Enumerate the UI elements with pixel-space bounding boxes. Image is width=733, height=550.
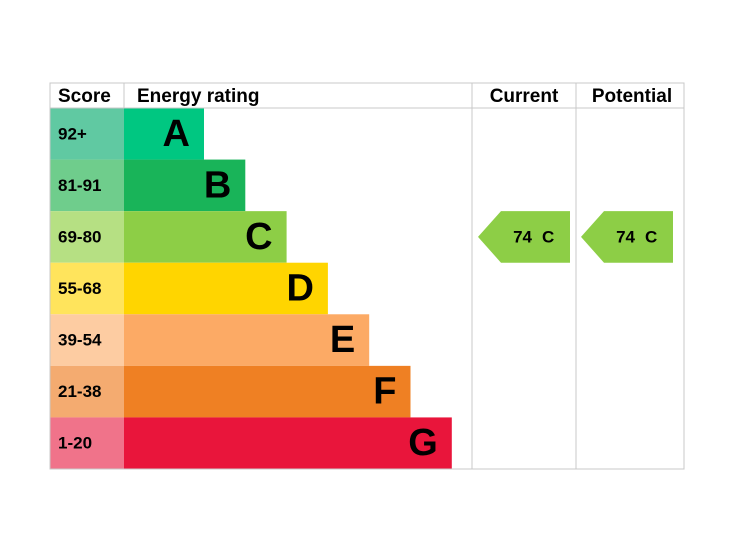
arrows: 74 C 74 C [478, 211, 673, 263]
table-lines [49, 82, 685, 470]
score-cell [50, 314, 124, 366]
current-rating: C [542, 227, 554, 246]
score-cell [50, 159, 124, 212]
score-range: 55-68 [58, 279, 101, 298]
score-cell [50, 262, 124, 315]
rating-letter: D [286, 268, 313, 310]
rating-bar [124, 108, 204, 160]
rating-bar [124, 159, 246, 212]
table-border [49, 82, 685, 470]
rating-letter: G [408, 422, 438, 464]
rating-bar [124, 417, 452, 469]
potential-arrow [581, 211, 673, 263]
score-range: 81-91 [58, 176, 101, 195]
score-range: 69-80 [58, 227, 101, 246]
rating-letter: E [330, 319, 355, 361]
current-arrow [478, 211, 570, 263]
score-cell [50, 365, 124, 418]
score-cell [50, 211, 124, 263]
score-cell [50, 417, 124, 469]
header-score: Score [58, 86, 111, 107]
rating-bar [124, 365, 411, 418]
rating-letter: A [163, 113, 190, 155]
potential-rating: C [645, 227, 657, 246]
header-energy-rating: Energy rating [137, 86, 259, 107]
score-range: 21-38 [58, 382, 101, 401]
rating-letter: C [245, 216, 272, 258]
score-cell [50, 108, 124, 160]
rating-bar [124, 314, 370, 366]
bands: 92+ A 81-91 B 69-80 C 55-68 D 39-54 E 21-38 F 1-20 G [50, 108, 452, 469]
potential-score: 74 [616, 227, 635, 246]
rating-letter: B [204, 164, 231, 206]
header-current: Current [490, 86, 559, 107]
score-range: 92+ [58, 124, 87, 143]
rating-letter: F [373, 371, 396, 413]
current-score: 74 [513, 227, 532, 246]
header-potential: Potential [592, 86, 672, 107]
score-range: 1-20 [58, 434, 92, 453]
rating-bar [124, 211, 287, 263]
score-range: 39-54 [58, 331, 102, 350]
rating-bar [124, 262, 328, 315]
